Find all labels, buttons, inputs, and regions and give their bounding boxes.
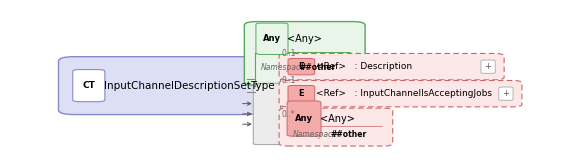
FancyBboxPatch shape [59,57,261,115]
FancyBboxPatch shape [287,101,321,136]
Text: InputChannelDescriptionSetType: InputChannelDescriptionSetType [104,81,274,91]
Text: ##other: ##other [330,130,367,139]
FancyBboxPatch shape [288,58,315,75]
Text: E: E [298,89,304,98]
FancyBboxPatch shape [73,69,105,102]
FancyBboxPatch shape [244,22,365,85]
FancyBboxPatch shape [279,108,393,146]
Text: <Ref>   : Description: <Ref> : Description [316,62,412,71]
Text: 0..1: 0..1 [282,49,296,58]
FancyBboxPatch shape [499,87,513,100]
FancyBboxPatch shape [279,80,522,107]
Text: <Any>: <Any> [287,34,322,44]
FancyBboxPatch shape [481,60,495,73]
Text: <Ref>   : InputChannelIsAcceptingJobs: <Ref> : InputChannelIsAcceptingJobs [316,89,492,98]
FancyBboxPatch shape [288,86,315,102]
Text: +: + [503,89,509,98]
Text: CT: CT [82,81,95,90]
Text: Namespace: Namespace [293,130,338,139]
Text: Namespace: Namespace [261,63,306,71]
Text: ##other: ##other [299,63,335,71]
Text: Any: Any [295,114,313,123]
Text: <Any>: <Any> [320,114,355,124]
Text: 0..*: 0..* [282,110,296,119]
FancyBboxPatch shape [279,53,504,80]
Text: Any: Any [263,34,281,43]
FancyBboxPatch shape [256,23,288,54]
Text: 0..1: 0..1 [282,76,296,85]
FancyBboxPatch shape [253,83,283,144]
Text: +: + [485,62,492,71]
Text: E: E [298,62,304,71]
